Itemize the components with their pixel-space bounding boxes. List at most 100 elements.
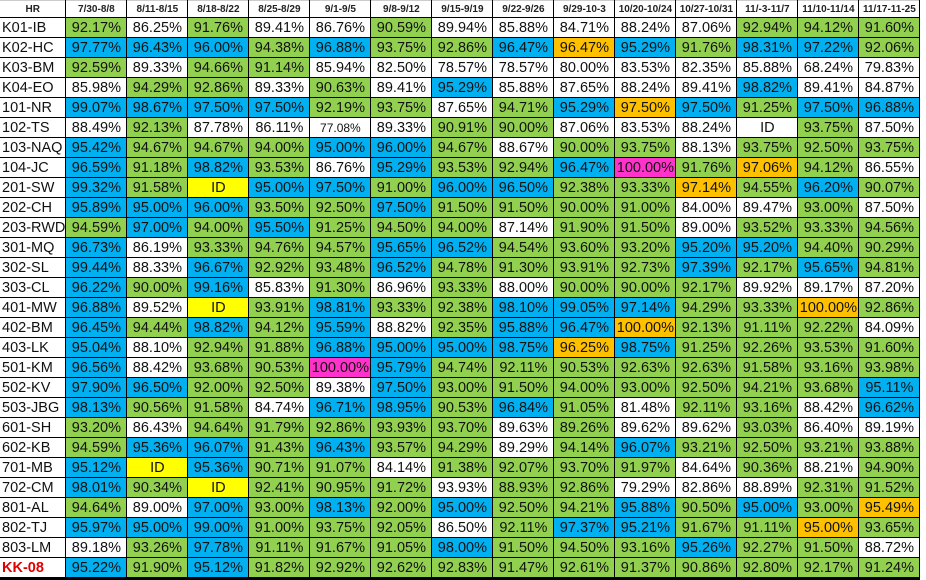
table-cell[interactable]: 88.21%	[797, 457, 860, 478]
table-cell[interactable]: 92.94%	[492, 157, 555, 178]
table-cell[interactable]: 96.88%	[65, 297, 128, 318]
table-cell[interactable]: 93.93%	[370, 417, 433, 438]
table-cell[interactable]: 93.00%	[797, 197, 860, 218]
table-cell[interactable]: 88.33%	[126, 257, 189, 278]
table-cell[interactable]: 93.57%	[370, 437, 433, 458]
table-cell[interactable]: 92.22%	[797, 317, 860, 338]
table-cell[interactable]: 90.00%	[553, 277, 616, 298]
table-cell[interactable]: 96.47%	[553, 157, 616, 178]
row-label[interactable]: 103-NAQ	[0, 137, 67, 158]
table-cell[interactable]: 93.26%	[126, 537, 189, 558]
table-cell[interactable]: 94.50%	[553, 537, 616, 558]
table-cell[interactable]: 97.00%	[126, 217, 189, 238]
table-cell[interactable]: 93.00%	[614, 377, 677, 398]
table-cell[interactable]: 97.77%	[65, 37, 128, 58]
table-cell[interactable]: 93.21%	[797, 437, 860, 458]
table-cell[interactable]: 93.91%	[553, 257, 616, 278]
table-cell[interactable]: 93.75%	[370, 37, 433, 58]
table-cell[interactable]: 96.67%	[187, 257, 250, 278]
table-cell[interactable]: 96.07%	[187, 437, 250, 458]
table-cell[interactable]: 91.72%	[370, 477, 433, 498]
table-cell[interactable]: 90.95%	[309, 477, 372, 498]
table-cell[interactable]: 92.62%	[370, 557, 433, 580]
table-cell[interactable]: 86.11%	[248, 117, 311, 138]
column-header-week[interactable]: 11/-3-11/7	[736, 0, 799, 18]
table-cell[interactable]: 96.20%	[797, 177, 860, 198]
table-cell[interactable]: 90.91%	[431, 117, 494, 138]
table-cell[interactable]: 96.43%	[126, 37, 189, 58]
table-cell[interactable]: 93.21%	[675, 437, 738, 458]
table-cell[interactable]: 93.75%	[370, 97, 433, 118]
table-cell[interactable]: 86.55%	[858, 157, 921, 178]
table-cell[interactable]: 93.16%	[614, 537, 677, 558]
table-cell[interactable]: 90.34%	[126, 477, 189, 498]
table-cell[interactable]: 95.00%	[309, 137, 372, 158]
row-label[interactable]: 602-KB	[0, 437, 67, 458]
table-cell[interactable]: 78.57%	[492, 57, 555, 78]
table-cell[interactable]: 95.21%	[614, 517, 677, 538]
table-cell[interactable]: 87.50%	[858, 117, 921, 138]
table-cell[interactable]: 89.41%	[675, 77, 738, 98]
table-cell[interactable]: 98.75%	[614, 337, 677, 358]
row-label[interactable]: 301-MQ	[0, 237, 67, 258]
table-cell[interactable]: 99.05%	[553, 297, 616, 318]
table-cell[interactable]: 94.21%	[553, 497, 616, 518]
table-cell[interactable]: 88.00%	[492, 277, 555, 298]
table-cell[interactable]: 88.42%	[797, 397, 860, 418]
table-cell[interactable]: 87.20%	[858, 277, 921, 298]
table-cell[interactable]: 91.25%	[309, 217, 372, 238]
table-cell[interactable]: 92.11%	[675, 397, 738, 418]
table-cell[interactable]: 92.63%	[675, 357, 738, 378]
column-header-week[interactable]: 10/27-10/31	[675, 0, 738, 18]
table-cell[interactable]: 97.39%	[675, 257, 738, 278]
table-cell[interactable]: 86.19%	[126, 237, 189, 258]
table-cell[interactable]: 92.31%	[797, 477, 860, 498]
table-cell[interactable]: 97.22%	[797, 37, 860, 58]
row-label[interactable]: 702-CM	[0, 477, 67, 498]
table-cell[interactable]: 91.05%	[370, 537, 433, 558]
table-cell[interactable]: 91.50%	[492, 197, 555, 218]
table-cell[interactable]: 98.13%	[309, 497, 372, 518]
table-cell[interactable]: 92.61%	[553, 557, 616, 580]
table-cell[interactable]: 92.50%	[248, 377, 311, 398]
table-cell[interactable]: 89.47%	[736, 197, 799, 218]
table-cell[interactable]: ID	[187, 477, 250, 498]
table-cell[interactable]: 93.03%	[736, 417, 799, 438]
table-cell[interactable]: 90.53%	[553, 357, 616, 378]
table-cell[interactable]: 97.06%	[736, 157, 799, 178]
table-cell[interactable]: 95.00%	[126, 517, 189, 538]
table-cell[interactable]: 87.06%	[675, 17, 738, 38]
table-cell[interactable]: 93.33%	[370, 297, 433, 318]
table-cell[interactable]: 96.62%	[858, 397, 921, 418]
table-cell[interactable]: 89.18%	[65, 537, 128, 558]
table-cell[interactable]: 90.07%	[858, 177, 921, 198]
table-cell[interactable]: 93.98%	[858, 357, 921, 378]
table-cell[interactable]: 93.70%	[431, 417, 494, 438]
table-cell[interactable]: 93.68%	[187, 357, 250, 378]
row-label[interactable]: 601-SH	[0, 417, 67, 438]
table-cell[interactable]: 87.78%	[187, 117, 250, 138]
table-cell[interactable]: 95.50%	[248, 217, 311, 238]
table-cell[interactable]: 93.75%	[858, 137, 921, 158]
table-cell[interactable]: 86.76%	[309, 157, 372, 178]
row-label[interactable]: 202-CH	[0, 197, 67, 218]
table-cell[interactable]: 90.59%	[370, 17, 433, 38]
row-label[interactable]: KK-08	[0, 557, 67, 580]
table-cell[interactable]: 95.36%	[187, 457, 250, 478]
table-cell[interactable]: 96.50%	[126, 377, 189, 398]
row-label[interactable]: 101-NR	[0, 97, 67, 118]
table-cell[interactable]: 95.89%	[65, 197, 128, 218]
table-cell[interactable]: 96.43%	[309, 437, 372, 458]
table-cell[interactable]: 92.00%	[187, 377, 250, 398]
table-cell[interactable]: 86.40%	[797, 417, 860, 438]
table-cell[interactable]: 100.00%	[309, 357, 372, 378]
table-cell[interactable]: 89.38%	[309, 377, 372, 398]
table-cell[interactable]: 93.53%	[248, 157, 311, 178]
table-cell[interactable]: 91.25%	[675, 337, 738, 358]
row-label[interactable]: 801-AL	[0, 497, 67, 518]
table-cell[interactable]: 92.13%	[126, 117, 189, 138]
table-cell[interactable]: 92.50%	[492, 497, 555, 518]
table-cell[interactable]: 95.12%	[187, 557, 250, 580]
table-cell[interactable]: 88.24%	[675, 117, 738, 138]
table-cell[interactable]: 98.82%	[187, 157, 250, 178]
